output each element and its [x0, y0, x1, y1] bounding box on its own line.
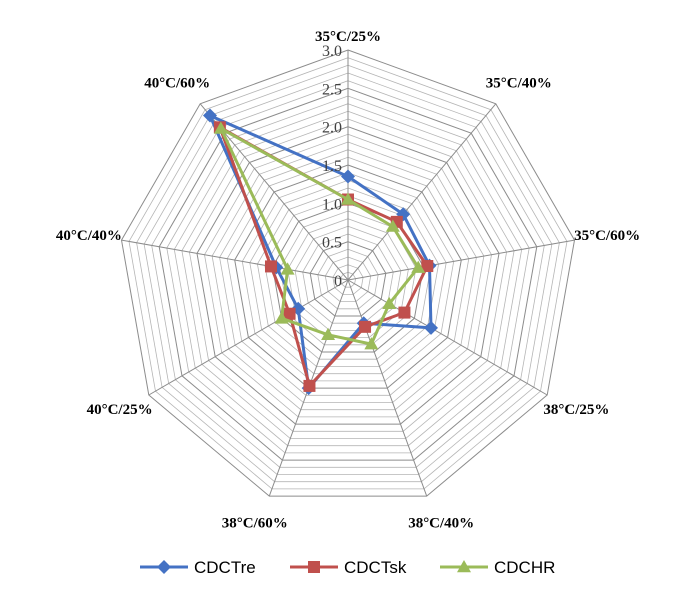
axis-spoke: [347, 279, 428, 497]
grid-ring: [234, 164, 462, 389]
category-label: 35°C/60%: [574, 228, 640, 244]
legend-label: CDCTsk: [344, 558, 407, 577]
series-CDCHR: [213, 121, 426, 350]
series-CDCTsk: [213, 121, 434, 392]
category-label: 35°C/40%: [486, 75, 552, 91]
data-point: [341, 192, 355, 205]
data-point: [303, 379, 316, 392]
grid-ring: [196, 126, 500, 425]
series-line: [219, 127, 420, 346]
data-point: [398, 306, 411, 319]
grid-ring: [188, 118, 508, 432]
grid-ring: [317, 248, 379, 310]
series-line: [218, 125, 429, 388]
data-point: [359, 320, 372, 333]
tick-label: 1.5: [322, 158, 342, 175]
legend-label: CDCTre: [194, 558, 256, 577]
data-point: [321, 327, 336, 341]
data-point: [264, 260, 277, 273]
data-point: [280, 262, 295, 275]
grid-ring: [151, 80, 545, 468]
data-point: [411, 260, 426, 273]
category-label: 35°C/25%: [315, 29, 381, 45]
axis-spoke: [347, 103, 497, 281]
data-point: [385, 219, 400, 232]
grid-ring: [166, 95, 530, 454]
data-point: [203, 108, 218, 123]
legend-label: CDCHR: [494, 558, 555, 577]
grid-ring: [143, 72, 553, 475]
legend-item: CDCHR: [440, 558, 555, 577]
legend-marker: [308, 561, 320, 573]
grid-ring: [309, 241, 387, 317]
category-label: 40°C/60%: [144, 75, 210, 91]
tick-label: 2.0: [322, 120, 342, 137]
data-point: [283, 307, 296, 320]
grid-ring: [158, 87, 538, 461]
grid-ring: [173, 103, 523, 447]
grid-ring: [302, 233, 394, 324]
grid-ring: [219, 149, 477, 403]
legend-item: CDCTsk: [290, 558, 407, 577]
tick-label: 3.0: [322, 43, 342, 60]
grid-ring: [136, 64, 560, 483]
axis-spoke: [347, 279, 548, 396]
grid-ring: [204, 133, 492, 418]
data-point: [341, 169, 355, 184]
category-label: 40°C/25%: [87, 402, 153, 418]
radar-category-labels: 35°C/25% 35°C/40% 35°C/60% 38°C/25% 38°C/40%…: [56, 29, 640, 531]
tick-label: 2.5: [322, 81, 342, 98]
grid-ring: [128, 57, 568, 490]
grid-ring: [294, 225, 402, 331]
data-point: [213, 121, 228, 134]
data-point: [382, 296, 397, 310]
grid-ring: [324, 256, 372, 303]
legend-item: CDCTre: [140, 558, 256, 577]
category-label: 40°C/40%: [56, 228, 122, 244]
data-point: [423, 320, 438, 335]
grid-ring: [332, 264, 364, 295]
legend-marker: [157, 560, 171, 574]
radar-series: [203, 108, 438, 396]
tick-label: 0: [334, 273, 342, 290]
radar-tick-labels: 0 0.5 1.0 1.5 2.0 2.5 3.0: [322, 43, 342, 290]
category-label: 38°C/25%: [543, 402, 609, 418]
category-label: 38°C/40%: [408, 515, 474, 531]
axis-spoke: [121, 239, 349, 281]
legend-marker: [457, 560, 471, 573]
data-point: [421, 260, 434, 273]
grid-ring: [249, 179, 447, 375]
axis-spoke: [148, 279, 349, 396]
category-label: 38°C/60%: [222, 515, 288, 531]
legend: CDCTre CDCTsk CDCHR: [140, 558, 555, 577]
axis-spoke: [347, 239, 575, 281]
grid-ring: [120, 49, 576, 497]
tick-label: 0.5: [322, 235, 342, 252]
grid-ring: [181, 110, 515, 439]
series-CDCTre: [203, 108, 438, 396]
grid-ring: [211, 141, 485, 411]
tick-label: 1.0: [322, 196, 342, 213]
grid-ring: [226, 156, 470, 396]
data-point: [364, 337, 379, 350]
data-point: [274, 311, 289, 324]
grid-ring: [339, 271, 357, 288]
